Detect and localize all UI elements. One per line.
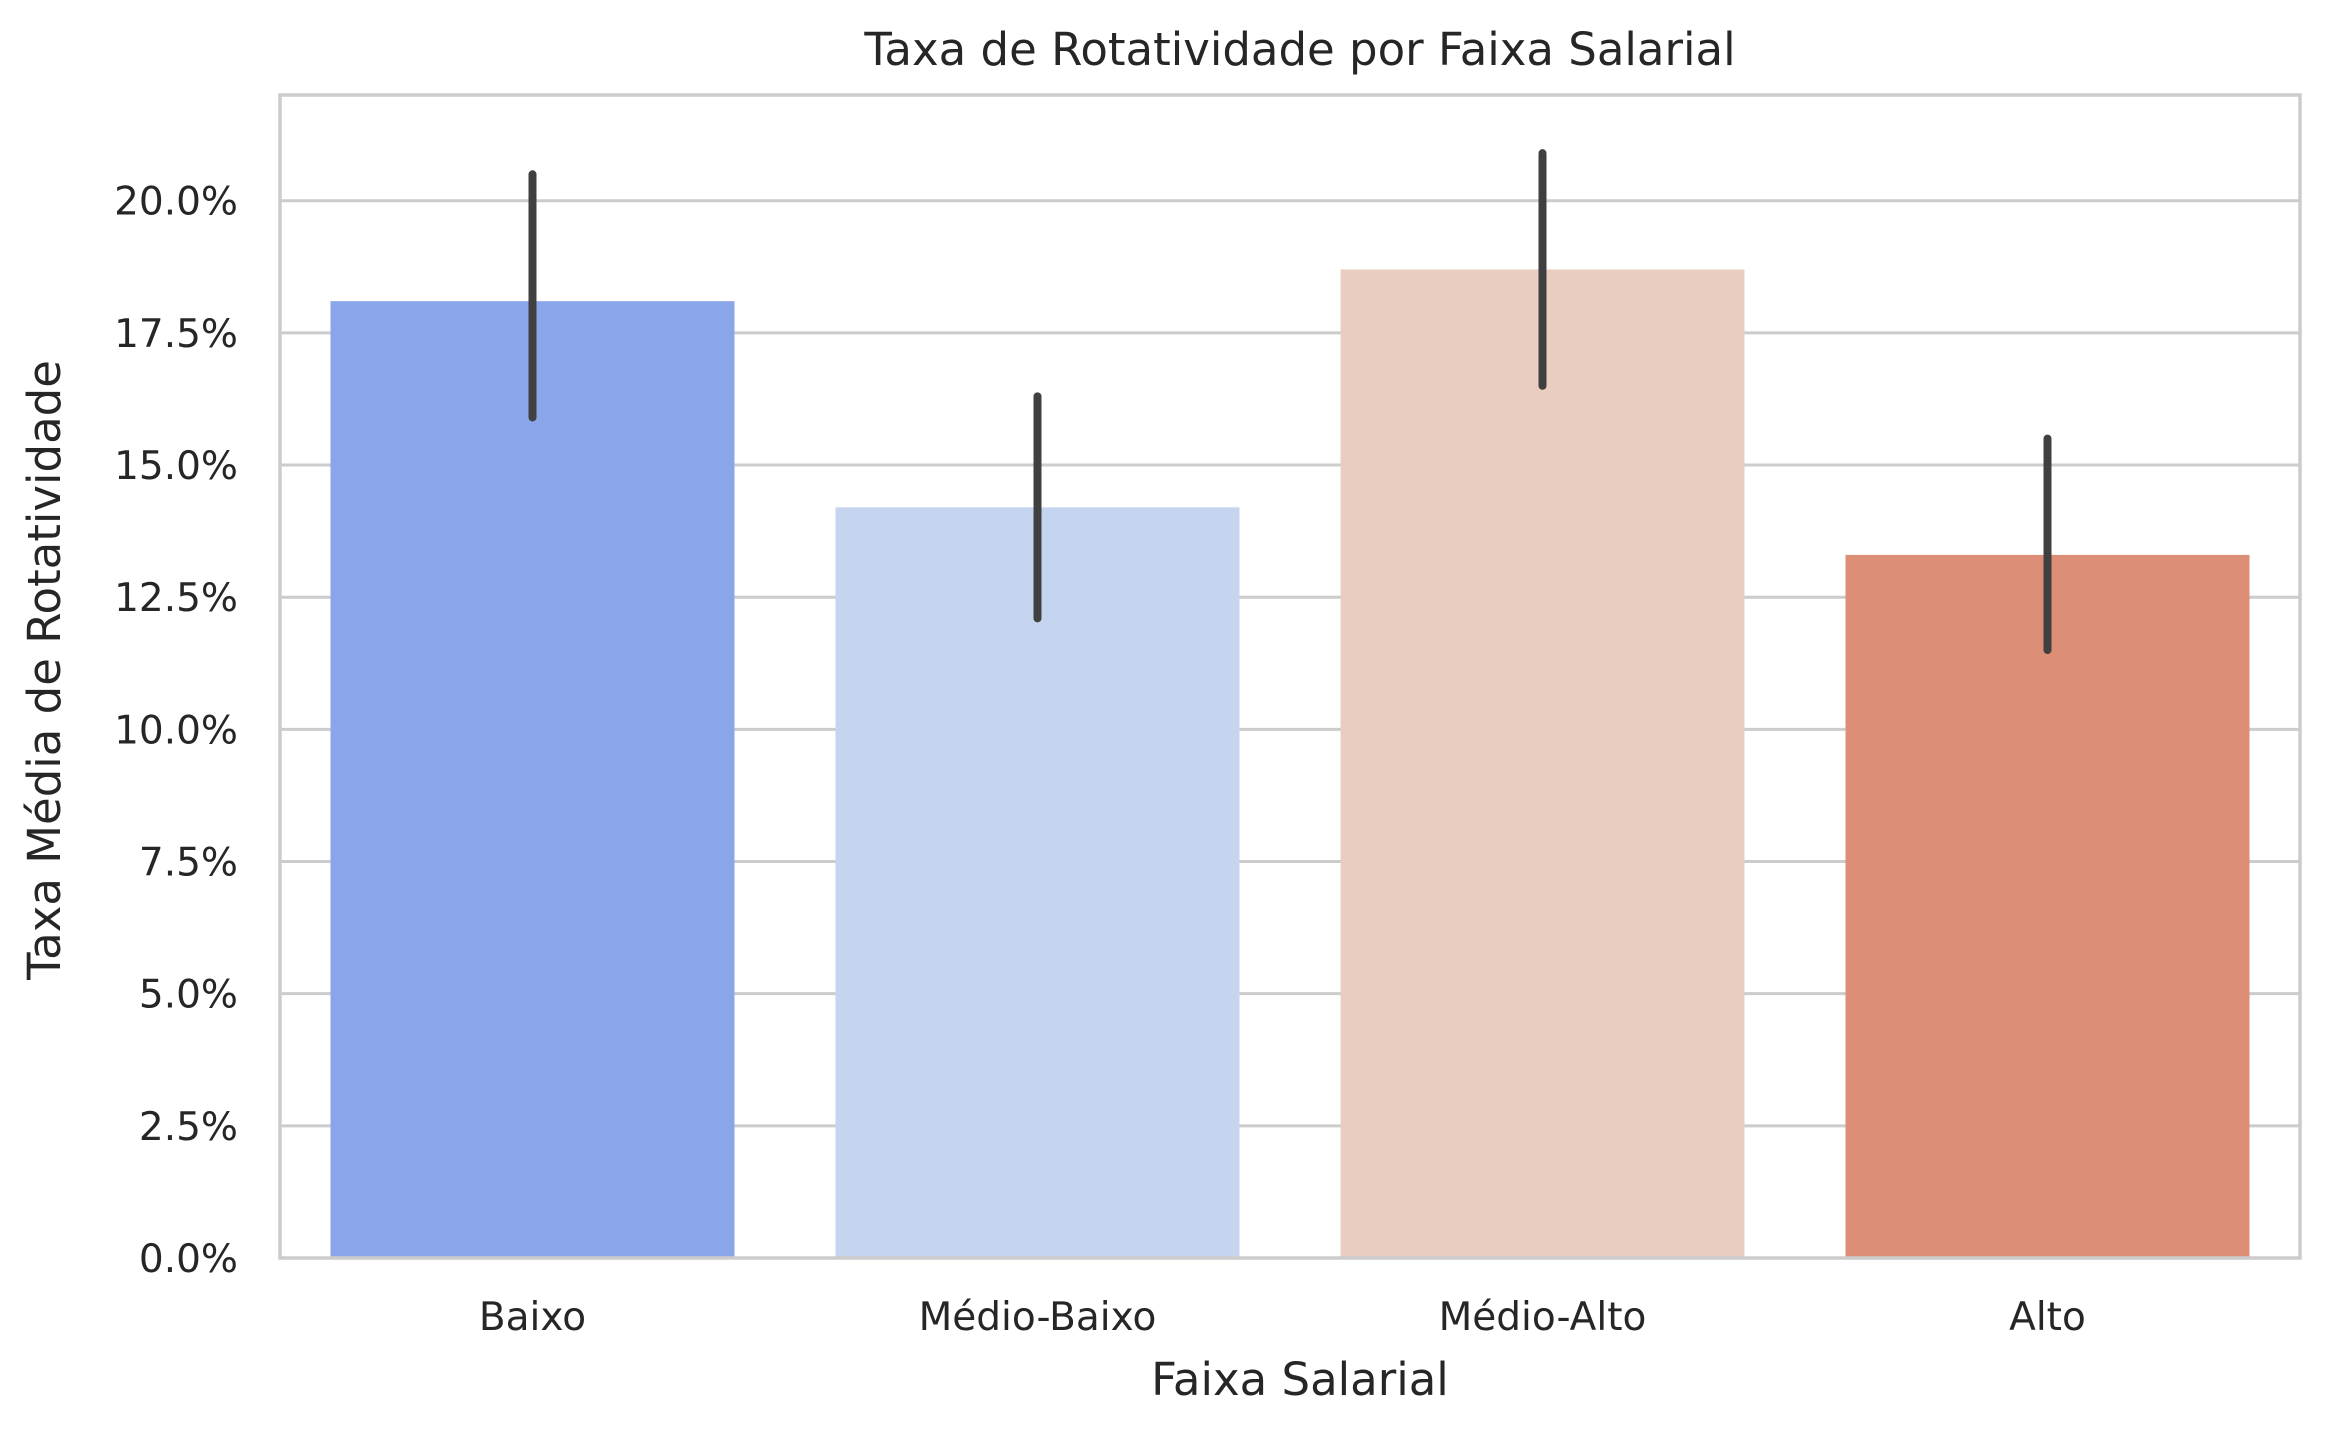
y-tick-label: 15.0% [114,444,238,489]
x-tick-labels: Baixo Médio-Baixo Médio-Alto Alto [479,1295,2086,1340]
plot-frame [278,93,2302,1260]
error-bars [528,149,2052,655]
x-tick-label: Baixo [479,1295,586,1340]
x-tick-label: Médio-Baixo [919,1295,1157,1340]
y-axis-label: Taxa Média de Rotatividade [18,360,71,981]
x-tick-label: Alto [2009,1295,2086,1340]
y-tick-labels: 0.0% 2.5% 5.0% 7.5% 10.0% 12.5% 15.0% 17.5% 20.0… [114,180,238,1282]
y-tick-label: 7.5% [139,841,238,886]
bar-3 [1340,269,1745,1258]
bar-1 [330,301,735,1258]
bar-4 [1845,554,2250,1258]
bars [330,269,2250,1258]
bar-2 [835,507,1240,1258]
y-tick-label: 5.0% [139,973,238,1018]
x-axis-label: Faixa Salarial [1151,1353,1449,1406]
x-tick-label: Médio-Alto [1439,1295,1647,1340]
y-tick-label: 17.5% [114,312,238,357]
y-tick-label: 20.0% [114,180,238,225]
y-tick-label: 0.0% [139,1237,238,1282]
y-tick-label: 2.5% [139,1105,238,1150]
chart-title: Taxa de Rotatividade por Faixa Salarial [863,23,1735,76]
y-tick-label: 10.0% [114,708,238,753]
y-tick-label: 12.5% [114,576,238,621]
